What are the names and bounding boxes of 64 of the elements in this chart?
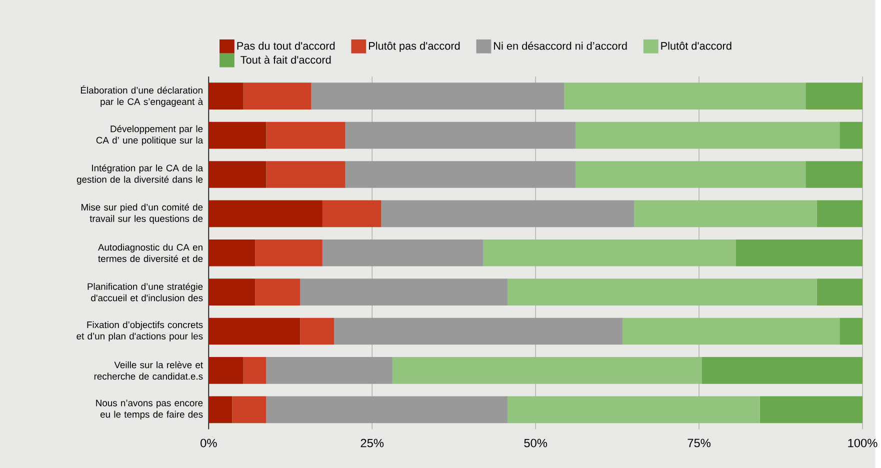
bar (806, 82, 863, 110)
legend-label: Pas du tout d'accord (237, 42, 335, 50)
y-tick-label: Autodiagnostic du CA en termes de diversité et de (98, 244, 203, 262)
bar (300, 278, 508, 306)
x-tick-label: 50% (524, 438, 548, 448)
bar (255, 278, 300, 306)
bar (345, 122, 576, 149)
bar (345, 161, 576, 188)
bar (507, 278, 817, 306)
y-tick-label: Fixation d’objectifs concrets et d’un plan d'actions pour les (76, 321, 203, 342)
bar (622, 318, 840, 345)
bar (208, 82, 244, 110)
bar (208, 122, 266, 149)
x-tick-label: 0% (200, 438, 217, 448)
x-tick-label: 25% (360, 438, 384, 448)
bar (300, 318, 334, 345)
y-tick-label: Veille sur la relève et recherche de candidat.e.s (94, 361, 203, 380)
bar (208, 357, 244, 384)
bar (736, 239, 863, 266)
bar (208, 278, 256, 306)
bar (483, 239, 736, 266)
y-tick-label: Planification d’une stratégie d'accueil et d'inclusion des (88, 282, 203, 302)
bar (208, 239, 256, 266)
bar (760, 396, 863, 424)
bar (816, 200, 863, 228)
bar (243, 357, 266, 384)
y-tick-label: Intégration par le CA de la gestion de la diversité dans le (76, 164, 204, 185)
y-tick-label: Élaboration d’une déclaration par le CA s’engageant à (80, 85, 204, 107)
bar (208, 200, 322, 228)
bar (840, 122, 863, 149)
bar (255, 239, 322, 266)
bar (816, 278, 863, 306)
bar (322, 239, 484, 266)
bar (266, 161, 346, 188)
bar (381, 200, 634, 228)
bar (266, 122, 346, 149)
legend-label: Ni en désaccord ni d’accord (494, 42, 627, 50)
bar (806, 161, 863, 188)
bar (507, 396, 760, 424)
y-tick-label: Développement par le CA d’ une politique sur la (96, 125, 204, 146)
bar (322, 200, 382, 228)
bar (208, 161, 266, 188)
bar (840, 318, 863, 345)
bar (575, 122, 840, 149)
bar (564, 82, 806, 110)
bar (266, 357, 392, 384)
bar (208, 396, 232, 424)
bar (208, 318, 300, 345)
y-tick-label: Mise sur pied d’un comité de travail sur les questions de (82, 204, 203, 224)
bar (702, 357, 863, 384)
x-tick-label: 75% (688, 438, 711, 448)
bar (392, 357, 702, 384)
legend-label: Plutôt pas d'accord (369, 42, 460, 52)
bar (575, 161, 806, 188)
bar (311, 82, 564, 110)
bar (232, 396, 266, 424)
bar (243, 82, 312, 110)
x-tick-label: 100% (848, 438, 878, 448)
y-tick-label: Nous n’avons pas encore eu le temps de faire des (96, 400, 203, 420)
legend-label: Tout à fait d'accord (240, 56, 331, 64)
legend-label: Plutôt d'accord (661, 42, 732, 50)
bar (334, 318, 623, 345)
bar (266, 396, 508, 424)
bar (634, 200, 817, 228)
